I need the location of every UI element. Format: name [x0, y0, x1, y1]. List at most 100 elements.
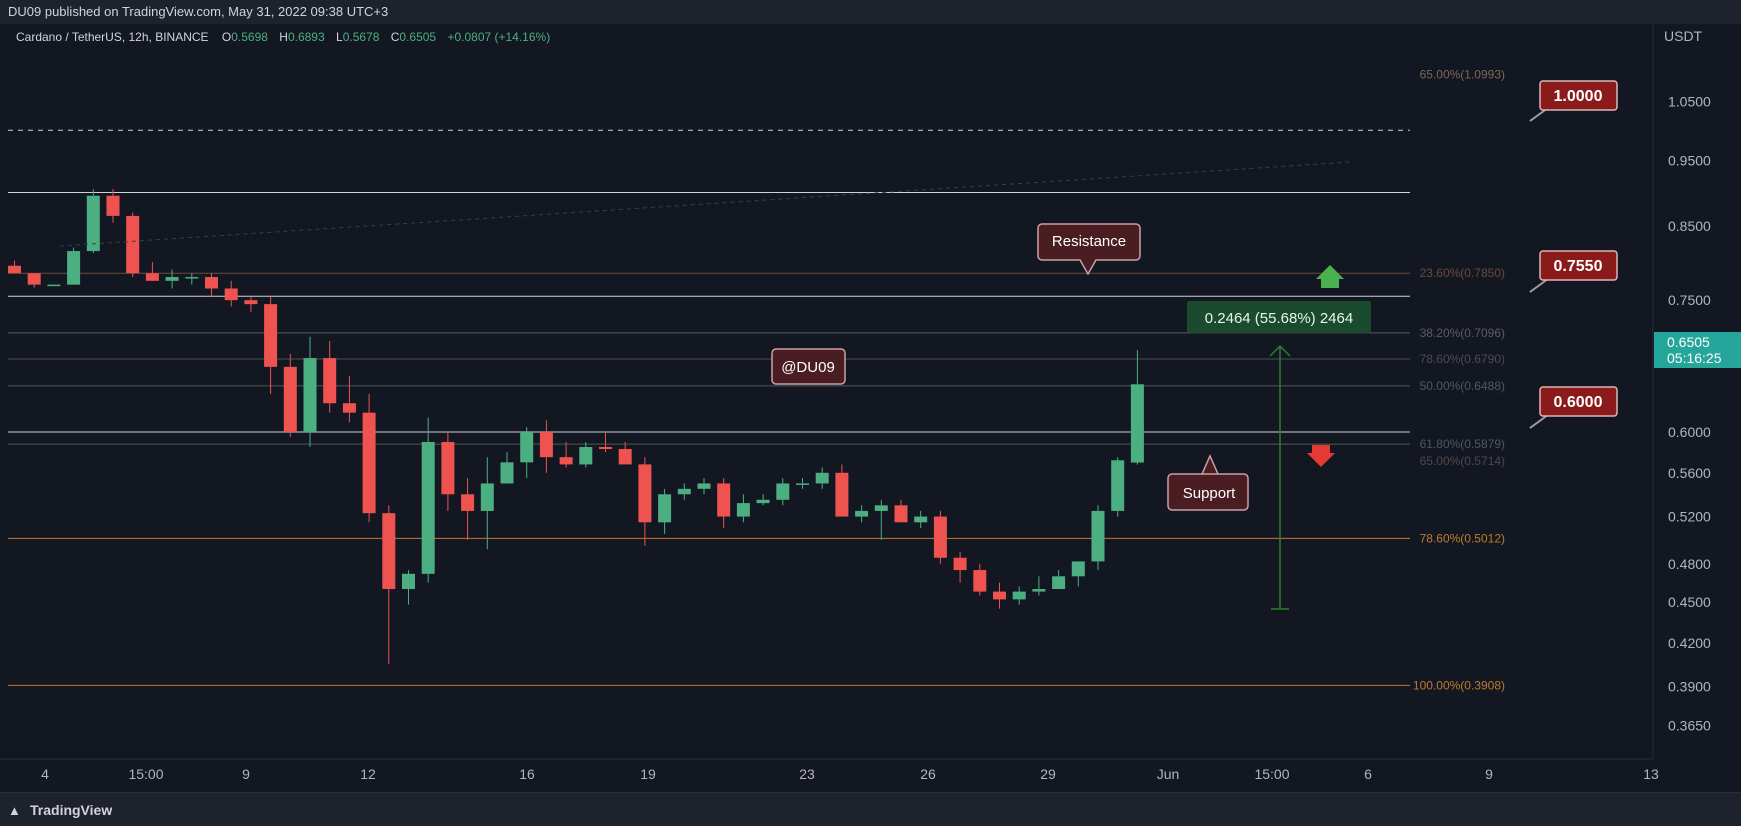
publisher-text: DU09 published on TradingView.com, May 3…: [8, 4, 389, 19]
legend-close-label: C: [391, 30, 400, 44]
legend-low-label: L: [336, 30, 343, 44]
fib-retracement-levels: 65.00%(1.0993) 23.60%(0.7850) 38.20%(0.709…: [8, 67, 1505, 692]
candle-body: [67, 251, 81, 285]
candle-body: [244, 300, 258, 305]
candlestick-series: [8, 189, 1144, 665]
branding-bar: ▲ TradingView: [0, 792, 1741, 826]
candle-body: [953, 557, 967, 571]
candle-3: [67, 247, 81, 285]
price-tick-1: 0.9500: [1668, 153, 1711, 169]
candle-body: [835, 472, 849, 517]
resistance-callout[interactable]: Resistance: [1037, 223, 1141, 276]
candle-body: [185, 277, 199, 279]
brand-text: TradingView: [30, 802, 113, 818]
price-chart[interactable]: 65.00%(1.0993) 23.60%(0.7850) 38.20%(0.709…: [0, 24, 1741, 792]
candle-19: [382, 505, 396, 665]
candle-47: [933, 510, 947, 564]
candle-11: [224, 280, 238, 307]
candle-31: [618, 441, 632, 465]
target-callout-2[interactable]: 0.7550: [1529, 250, 1618, 293]
support-bubble: [1167, 454, 1249, 511]
time-tick-10: 15:00: [1254, 766, 1289, 782]
target-3-box: [1539, 386, 1618, 417]
candle-body: [815, 472, 829, 484]
candle-1: [27, 273, 41, 288]
price-tick-3: 0.7500: [1668, 292, 1711, 308]
candle-body: [1071, 561, 1085, 577]
last-price-badge: 0.6505 05:16:25: [1654, 332, 1741, 368]
tradingview-logo[interactable]: ▲ TradingView: [8, 802, 112, 818]
price-range-tool[interactable]: 0.2464 (55.68%) 2464: [1187, 301, 1371, 610]
candle-9: [185, 273, 199, 285]
fib-label-0: 65.00%(1.0993): [1420, 67, 1505, 81]
candle-15: [303, 336, 317, 447]
candle-50: [993, 582, 1006, 609]
time-axis-ticks: 4 15:00 9 12 16 19 23 26 29 Jun 15:00 6 9 13: [41, 766, 1659, 782]
candle-body: [441, 441, 455, 495]
candle-23: [461, 478, 475, 540]
candle-52: [1032, 576, 1046, 596]
candle-body: [303, 358, 317, 433]
candle-body: [599, 446, 612, 450]
legend-high-label: H: [279, 30, 288, 44]
candle-2: [47, 284, 61, 287]
plot-area[interactable]: [0, 24, 1653, 759]
candle-body: [1130, 384, 1144, 463]
candle-body: [362, 412, 376, 514]
candle-body: [677, 488, 691, 495]
down-arrow-icon: [1307, 445, 1335, 467]
publisher-bar: DU09 published on TradingView.com, May 3…: [0, 0, 1741, 25]
time-tick-8: 29: [1040, 766, 1056, 782]
candle-10: [205, 273, 218, 297]
fib-label-4: 50.00%(0.6488): [1420, 379, 1505, 393]
candle-42: [835, 464, 849, 517]
measure-box: [1187, 301, 1371, 333]
time-tick-3: 12: [360, 766, 376, 782]
candle-body: [520, 432, 534, 463]
candle-13: [264, 296, 278, 394]
candle-body: [717, 483, 731, 517]
candle-20: [402, 570, 415, 605]
target-2-box: [1539, 250, 1618, 281]
price-tick-12: 0.3650: [1668, 718, 1711, 734]
price-tick-9: 0.4500: [1668, 594, 1711, 610]
legend-open: 0.5698: [231, 30, 268, 44]
candle-body: [106, 195, 120, 216]
candle-body: [8, 265, 21, 274]
candle-body: [283, 366, 297, 433]
price-tick-8: 0.4800: [1668, 556, 1711, 572]
candle-44: [874, 499, 888, 540]
candle-30: [599, 432, 612, 453]
candle-55: [1091, 505, 1105, 571]
candle-body: [658, 494, 672, 523]
candle-18: [362, 393, 376, 523]
candle-25: [500, 452, 514, 484]
currency-label: USDT: [1664, 28, 1703, 44]
target-2-label: 0.7550: [1554, 258, 1603, 275]
target-1-box: [1539, 80, 1618, 111]
candle-51: [1012, 586, 1026, 605]
candle-body: [933, 516, 947, 558]
candle-body: [618, 449, 632, 465]
candle-54: [1071, 561, 1085, 587]
measure-label: 0.2464 (55.68%) 2464: [1205, 310, 1353, 327]
candle-32: [638, 457, 652, 546]
target-callout-1[interactable]: 1.0000: [1529, 80, 1618, 122]
price-axis[interactable]: [1653, 24, 1741, 792]
candle-16: [323, 340, 337, 413]
candle-45: [894, 499, 908, 523]
target-callout-3[interactable]: 0.6000: [1529, 386, 1618, 429]
measure-arrowhead: [1269, 344, 1291, 357]
candle-46: [914, 510, 928, 529]
support-callout[interactable]: Support: [1167, 454, 1249, 511]
countdown: 05:16:25: [1667, 350, 1722, 366]
candle-body: [559, 457, 573, 465]
time-tick-2: 9: [242, 766, 250, 782]
candle-body: [126, 215, 140, 274]
legend-low: 0.5678: [343, 30, 380, 44]
candle-body: [27, 273, 41, 285]
legend-symbol: Cardano / TetherUS, 12h, BINANCE O0.5698…: [16, 30, 550, 44]
candle-body: [1032, 589, 1046, 592]
watermark-text: @DU09: [781, 359, 835, 376]
tradingview-logo-icon: ▲: [8, 803, 21, 818]
